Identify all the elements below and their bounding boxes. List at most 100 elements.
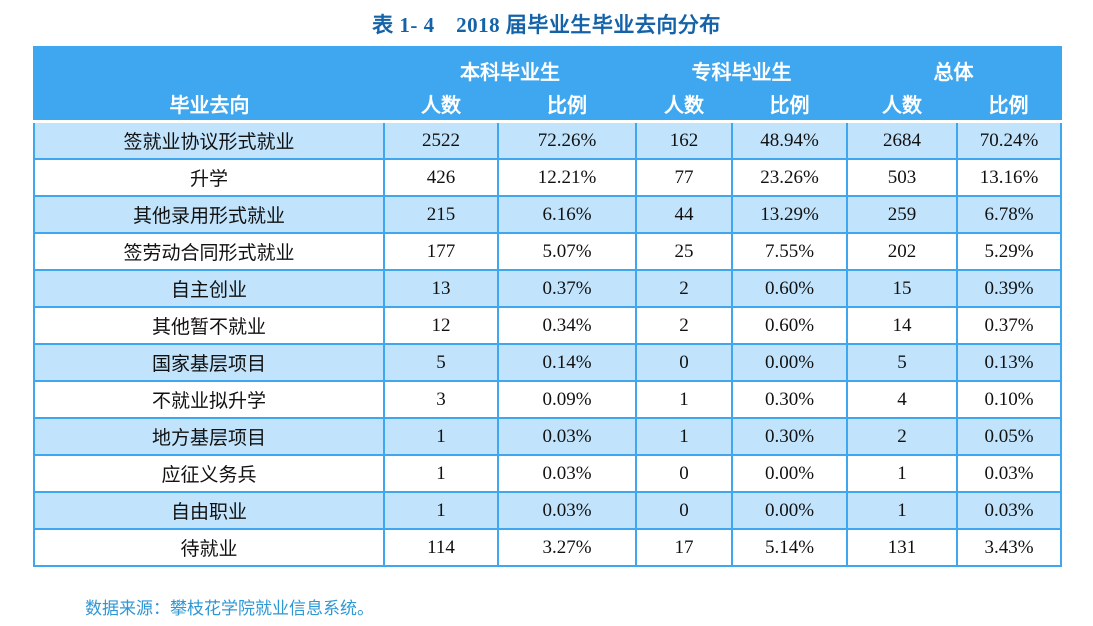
cell-destination: 待就业 [33, 528, 385, 567]
cell-destination: 升学 [33, 158, 385, 197]
cell-value: 0.10% [956, 380, 1062, 419]
cell-value: 0.60% [731, 269, 848, 308]
cell-destination: 地方基层项目 [33, 417, 385, 456]
cell-value: 0.05% [956, 417, 1062, 456]
cell-value: 77 [635, 158, 733, 197]
cell-value: 3.27% [497, 528, 637, 567]
header-college-ratio: 比例 [732, 87, 847, 122]
cell-destination: 自主创业 [33, 269, 385, 308]
header-undergrad-ratio: 比例 [498, 87, 636, 122]
cell-value: 6.78% [956, 195, 1062, 234]
cell-value: 0 [635, 491, 733, 530]
cell-value: 426 [383, 158, 499, 197]
cell-value: 0.00% [731, 343, 848, 382]
cell-value: 503 [846, 158, 958, 197]
table-header: 毕业去向 本科毕业生 专科毕业生 总体 人数 比例 人数 比例 人数 比例 [34, 47, 1061, 122]
cell-value: 0.03% [956, 491, 1062, 530]
cell-value: 0.34% [497, 306, 637, 345]
cell-value: 25 [635, 232, 733, 271]
cell-value: 6.16% [497, 195, 637, 234]
cell-destination: 其他暂不就业 [33, 306, 385, 345]
table-row: 其他暂不就业 12 0.34% 2 0.60% 14 0.37% [33, 306, 1062, 345]
cell-value: 44 [635, 195, 733, 234]
cell-destination: 不就业拟升学 [33, 380, 385, 419]
cell-value: 2684 [846, 120, 958, 160]
cell-value: 1 [846, 491, 958, 530]
table-row: 国家基层项目 5 0.14% 0 0.00% 5 0.13% [33, 343, 1062, 382]
cell-value: 0.00% [731, 491, 848, 530]
cell-value: 72.26% [497, 120, 637, 160]
cell-value: 114 [383, 528, 499, 567]
cell-value: 17 [635, 528, 733, 567]
table-row: 自主创业 13 0.37% 2 0.60% 15 0.39% [33, 269, 1062, 308]
table-row: 签劳动合同形式就业 177 5.07% 25 7.55% 202 5.29% [33, 232, 1062, 271]
header-overall-ratio: 比例 [957, 87, 1061, 122]
cell-value: 0.37% [497, 269, 637, 308]
table-row: 地方基层项目 1 0.03% 1 0.30% 2 0.05% [33, 417, 1062, 456]
cell-value: 2522 [383, 120, 499, 160]
cell-value: 13 [383, 269, 499, 308]
cell-value: 0 [635, 343, 733, 382]
cell-value: 3.43% [956, 528, 1062, 567]
cell-value: 162 [635, 120, 733, 160]
header-group-undergraduate: 本科毕业生 [384, 47, 636, 87]
cell-destination: 其他录用形式就业 [33, 195, 385, 234]
cell-value: 5 [383, 343, 499, 382]
header-group-junior-college: 专科毕业生 [636, 47, 847, 87]
cell-value: 13.29% [731, 195, 848, 234]
cell-value: 13.16% [956, 158, 1062, 197]
cell-value: 2 [635, 306, 733, 345]
table-row: 签就业协议形式就业 2522 72.26% 162 48.94% 2684 70… [33, 120, 1062, 160]
cell-value: 70.24% [956, 120, 1062, 160]
cell-value: 23.26% [731, 158, 848, 197]
cell-value: 7.55% [731, 232, 848, 271]
cell-value: 131 [846, 528, 958, 567]
cell-value: 2 [846, 417, 958, 456]
cell-value: 0.03% [497, 454, 637, 493]
table-caption: 表 1- 4 2018 届毕业生毕业去向分布 [372, 13, 721, 37]
header-group-row: 毕业去向 本科毕业生 专科毕业生 总体 [34, 47, 1061, 122]
table-row: 其他录用形式就业 215 6.16% 44 13.29% 259 6.78% [33, 195, 1062, 234]
cell-value: 0 [635, 454, 733, 493]
header-sub-row: 人数 比例 人数 比例 人数 比例 [34, 87, 1061, 122]
cell-value: 5.07% [497, 232, 637, 271]
cell-value: 1 [846, 454, 958, 493]
cell-value: 12.21% [497, 158, 637, 197]
cell-value: 14 [846, 306, 958, 345]
cell-value: 1 [383, 417, 499, 456]
cell-value: 1 [635, 417, 733, 456]
cell-value: 5 [846, 343, 958, 382]
cell-value: 15 [846, 269, 958, 308]
cell-value: 0.30% [731, 417, 848, 456]
data-source-note: 数据来源：攀枝花学院就业信息系统。 [85, 599, 374, 618]
cell-value: 177 [383, 232, 499, 271]
cell-value: 0.00% [731, 454, 848, 493]
cell-value: 202 [846, 232, 958, 271]
cell-value: 1 [635, 380, 733, 419]
cell-value: 5.29% [956, 232, 1062, 271]
graduation-destination-table: 毕业去向 本科毕业生 专科毕业生 总体 人数 比例 人数 比例 人数 比例 签就… [33, 46, 1062, 567]
cell-value: 1 [383, 454, 499, 493]
table-row: 待就业 114 3.27% 17 5.14% 131 3.43% [33, 528, 1062, 567]
cell-value: 4 [846, 380, 958, 419]
cell-destination: 签就业协议形式就业 [33, 120, 385, 160]
cell-destination: 国家基层项目 [33, 343, 385, 382]
cell-value: 0.03% [956, 454, 1062, 493]
cell-value: 0.60% [731, 306, 848, 345]
cell-destination: 签劳动合同形式就业 [33, 232, 385, 271]
cell-value: 259 [846, 195, 958, 234]
cell-value: 0.13% [956, 343, 1062, 382]
header-college-count: 人数 [636, 87, 732, 122]
cell-value: 2 [635, 269, 733, 308]
cell-destination: 应征义务兵 [33, 454, 385, 493]
header-undergrad-count: 人数 [384, 87, 498, 122]
cell-value: 48.94% [731, 120, 848, 160]
table-row: 升学 426 12.21% 77 23.26% 503 13.16% [33, 158, 1062, 197]
header-overall-count: 人数 [847, 87, 957, 122]
cell-value: 0.14% [497, 343, 637, 382]
cell-value: 0.37% [956, 306, 1062, 345]
cell-value: 0.03% [497, 417, 637, 456]
cell-value: 0.09% [497, 380, 637, 419]
header-group-overall: 总体 [847, 47, 1061, 87]
cell-value: 0.03% [497, 491, 637, 530]
